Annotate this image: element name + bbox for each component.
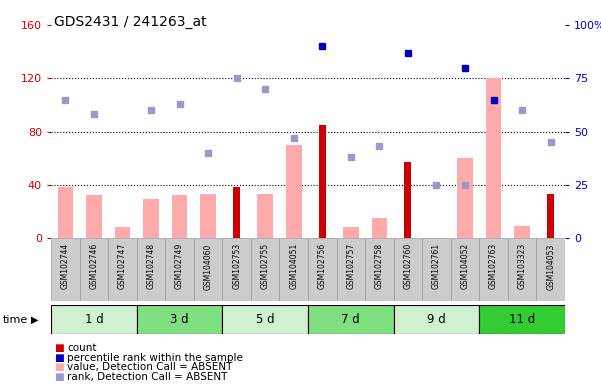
Text: GSM104052: GSM104052 [460, 243, 469, 290]
Bar [79, 238, 108, 301]
Bar [251, 238, 279, 301]
Bar [394, 305, 479, 334]
Text: GSM102748: GSM102748 [147, 243, 156, 289]
Text: rank, Detection Call = ABSENT: rank, Detection Call = ABSENT [67, 372, 228, 382]
Bar [422, 238, 451, 301]
Text: ■: ■ [54, 353, 64, 362]
Text: 1 d: 1 d [85, 313, 103, 326]
Bar [394, 238, 422, 301]
Text: GSM102753: GSM102753 [232, 243, 241, 290]
Bar [200, 194, 216, 238]
Text: GSM102763: GSM102763 [489, 243, 498, 290]
Bar [51, 305, 136, 334]
Bar [451, 238, 479, 301]
Bar [136, 238, 165, 301]
Text: ■: ■ [54, 343, 64, 353]
Text: GSM102746: GSM102746 [90, 243, 99, 290]
Text: GSM102744: GSM102744 [61, 243, 70, 290]
Text: 7 d: 7 d [341, 313, 360, 326]
Text: GDS2431 / 241263_at: GDS2431 / 241263_at [54, 15, 207, 29]
Text: count: count [67, 343, 97, 353]
Text: GSM102747: GSM102747 [118, 243, 127, 290]
Text: 3 d: 3 d [170, 313, 189, 326]
Bar [286, 145, 302, 238]
Bar [486, 78, 501, 238]
Text: GSM102760: GSM102760 [403, 243, 412, 290]
Text: GSM102757: GSM102757 [346, 243, 355, 290]
Text: value, Detection Call = ABSENT: value, Detection Call = ABSENT [67, 362, 233, 372]
Bar [115, 227, 130, 238]
Bar [547, 194, 554, 238]
Bar [308, 238, 337, 301]
Bar [371, 218, 387, 238]
Bar [343, 227, 359, 238]
Text: GSM102758: GSM102758 [375, 243, 384, 289]
Bar [514, 226, 530, 238]
Bar [365, 238, 394, 301]
Text: GSM104051: GSM104051 [289, 243, 298, 290]
Bar [172, 195, 188, 238]
Text: percentile rank within the sample: percentile rank within the sample [67, 353, 243, 362]
Bar [165, 238, 194, 301]
Bar [479, 238, 508, 301]
Bar [319, 125, 326, 238]
Bar [222, 305, 308, 334]
Text: ▶: ▶ [31, 314, 38, 325]
Bar [136, 305, 222, 334]
Bar [257, 194, 273, 238]
Text: GSM102756: GSM102756 [318, 243, 327, 290]
Bar [536, 238, 565, 301]
Text: 11 d: 11 d [509, 313, 535, 326]
Bar [143, 199, 159, 238]
Bar [404, 162, 412, 238]
Bar [479, 305, 565, 334]
Text: ■: ■ [54, 362, 64, 372]
Text: GSM103323: GSM103323 [517, 243, 526, 290]
Bar [233, 187, 240, 238]
Text: 9 d: 9 d [427, 313, 446, 326]
Text: GSM102755: GSM102755 [261, 243, 270, 290]
Bar [457, 158, 473, 238]
Bar [194, 238, 222, 301]
Text: GSM102761: GSM102761 [432, 243, 441, 289]
Text: 5 d: 5 d [256, 313, 275, 326]
Text: GSM102749: GSM102749 [175, 243, 184, 290]
Bar [86, 195, 102, 238]
Text: GSM104053: GSM104053 [546, 243, 555, 290]
Bar [222, 238, 251, 301]
Bar [58, 187, 73, 238]
Bar [508, 238, 536, 301]
Bar [108, 238, 136, 301]
Text: ■: ■ [54, 372, 64, 382]
Bar [337, 238, 365, 301]
Text: time: time [3, 314, 28, 325]
Bar [279, 238, 308, 301]
Bar [51, 238, 79, 301]
Text: GSM104060: GSM104060 [204, 243, 213, 290]
Bar [308, 305, 394, 334]
